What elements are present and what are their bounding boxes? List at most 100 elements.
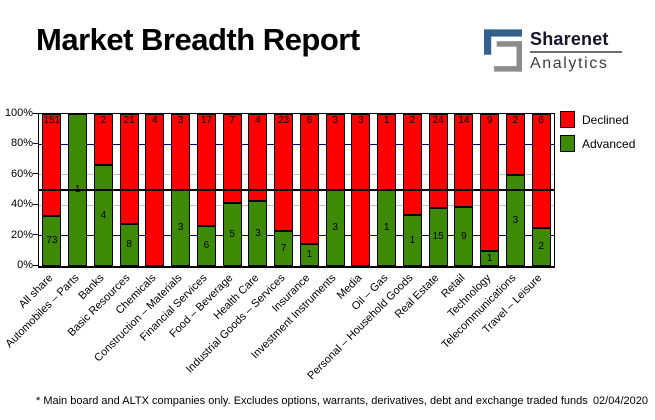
advanced-value-label: 7: [280, 242, 287, 254]
advanced-value-label: 15: [432, 231, 444, 242]
bar-segment-advanced: [531, 228, 551, 266]
declined-value-label: 2: [409, 115, 416, 126]
sharenet-logo: Sharenet Analytics: [484, 29, 622, 73]
sharenet-logo-text: Sharenet Analytics: [530, 29, 622, 73]
gridline-50pct: [39, 189, 554, 191]
bar-segment-declined: [428, 114, 448, 208]
declined-value-label: 24: [432, 115, 444, 126]
bar-segment-advanced: [248, 201, 268, 266]
legend-label-declined: Declined: [582, 112, 629, 127]
bar-segment-declined: [274, 114, 294, 231]
advanced-swatch: [560, 135, 575, 152]
y-axis-label: 0%: [17, 259, 33, 271]
footnote-bar: * Main board and ALTX companies only. Ex…: [36, 395, 648, 407]
bar-segment-declined: [196, 114, 216, 226]
gridline-80pct: [39, 143, 554, 145]
gridline-60pct: [39, 174, 554, 176]
advanced-value-label: 2: [538, 241, 544, 252]
declined-value-label: 21: [123, 115, 135, 126]
bar-segment-advanced: [428, 208, 448, 266]
plot-area: 73 151 1 4 2 8 21 4 3 3 6 17 5 7 3 4 7 23 1 6 3 3 3 1 1 1 2 15 24 9 14…: [38, 113, 555, 268]
bar-segment-declined: [480, 114, 500, 251]
y-axis-tick: [33, 142, 38, 144]
declined-value-label: 2: [512, 115, 519, 126]
legend-label-advanced: Advanced: [582, 136, 636, 151]
declined-value-label: 4: [152, 115, 158, 126]
advanced-value-label: 5: [229, 228, 235, 240]
declined-swatch: [560, 111, 575, 128]
bar-segment-advanced: [299, 244, 319, 266]
advanced-value-label: 1: [383, 222, 390, 233]
bar-segment-advanced: [196, 226, 216, 266]
bar-segment-advanced: [274, 231, 294, 266]
report-date: 02/04/2020: [592, 395, 648, 407]
logo-brand-name: Sharenet: [530, 29, 609, 49]
sharenet-logo-icon: [484, 29, 522, 72]
declined-value-label: 3: [177, 115, 184, 126]
y-axis-label: 80%: [10, 137, 33, 150]
declined-value-label: 23: [278, 115, 290, 126]
advanced-value-label: 3: [332, 222, 338, 233]
declined-value-label: 4: [255, 115, 261, 126]
y-axis-tick: [33, 203, 38, 205]
logo-divider: [530, 51, 622, 53]
declined-value-label: 14: [458, 115, 470, 126]
bar-segment-advanced: [402, 215, 422, 266]
y-axis-label: 40%: [10, 198, 33, 211]
bar-segment-declined: [299, 114, 319, 244]
gridline-40pct: [39, 204, 554, 206]
bar-segment-advanced: [42, 216, 62, 266]
bar-segment-advanced: [454, 207, 474, 266]
bar-segment-declined: [454, 114, 474, 207]
declined-value-label: 6: [306, 115, 313, 126]
bar-segment-declined: [505, 114, 525, 175]
declined-value-label: 2: [100, 115, 107, 126]
bar-segment-advanced: [480, 251, 500, 266]
y-axis-label: 100%: [4, 107, 33, 119]
y-axis-tick: [33, 234, 38, 236]
advanced-value-label: 3: [512, 214, 519, 226]
bar-segment-declined: [222, 114, 242, 203]
declined-value-label: 3: [358, 115, 364, 126]
advanced-value-label: 1: [486, 252, 493, 264]
advanced-value-label: 1: [306, 249, 313, 260]
bar-segment-declined: [402, 114, 422, 215]
declined-value-label: 9: [486, 115, 493, 126]
advanced-value-label: 3: [177, 222, 184, 233]
advanced-value-label: 4: [100, 209, 107, 221]
declined-value-label: 17: [200, 115, 212, 126]
declined-value-label: 6: [538, 115, 544, 126]
y-axis-label: 60%: [10, 167, 33, 180]
advanced-value-label: 8: [126, 239, 132, 250]
page-title: Market Breadth Report: [36, 22, 360, 57]
declined-value-label: 151: [43, 115, 61, 126]
y-axis-tick: [33, 173, 38, 175]
bar-segment-declined: [42, 114, 62, 216]
bar-segment-declined: [531, 114, 551, 228]
bar-segment-declined: [248, 114, 268, 201]
y-axis-tick: [33, 112, 38, 114]
footnote-text: * Main board and ALTX companies only. Ex…: [36, 395, 588, 407]
declined-value-label: 1: [383, 115, 390, 126]
legend: Declined Advanced: [560, 111, 635, 159]
bar-segment-declined: [93, 114, 113, 165]
legend-item-advanced: Advanced: [560, 135, 635, 152]
bar-segment-advanced: [222, 203, 242, 266]
bar-segment-advanced: [119, 224, 139, 266]
gridline-20pct: [39, 235, 554, 237]
declined-value-label: 3: [332, 115, 338, 126]
bar-segment-advanced: [505, 175, 525, 266]
advanced-value-label: 1: [74, 184, 81, 195]
advanced-value-label: 1: [409, 234, 416, 246]
bar-segment-declined: [119, 114, 139, 224]
advanced-value-label: 3: [255, 227, 261, 239]
y-axis-tick: [33, 264, 38, 266]
declined-value-label: 7: [229, 115, 235, 126]
advanced-value-label: 73: [46, 235, 58, 246]
advanced-value-label: 6: [203, 240, 210, 251]
advanced-value-label: 9: [461, 230, 467, 242]
legend-item-declined: Declined: [560, 111, 635, 128]
logo-sub-name: Analytics: [530, 55, 609, 72]
y-axis-label: 20%: [10, 228, 33, 241]
